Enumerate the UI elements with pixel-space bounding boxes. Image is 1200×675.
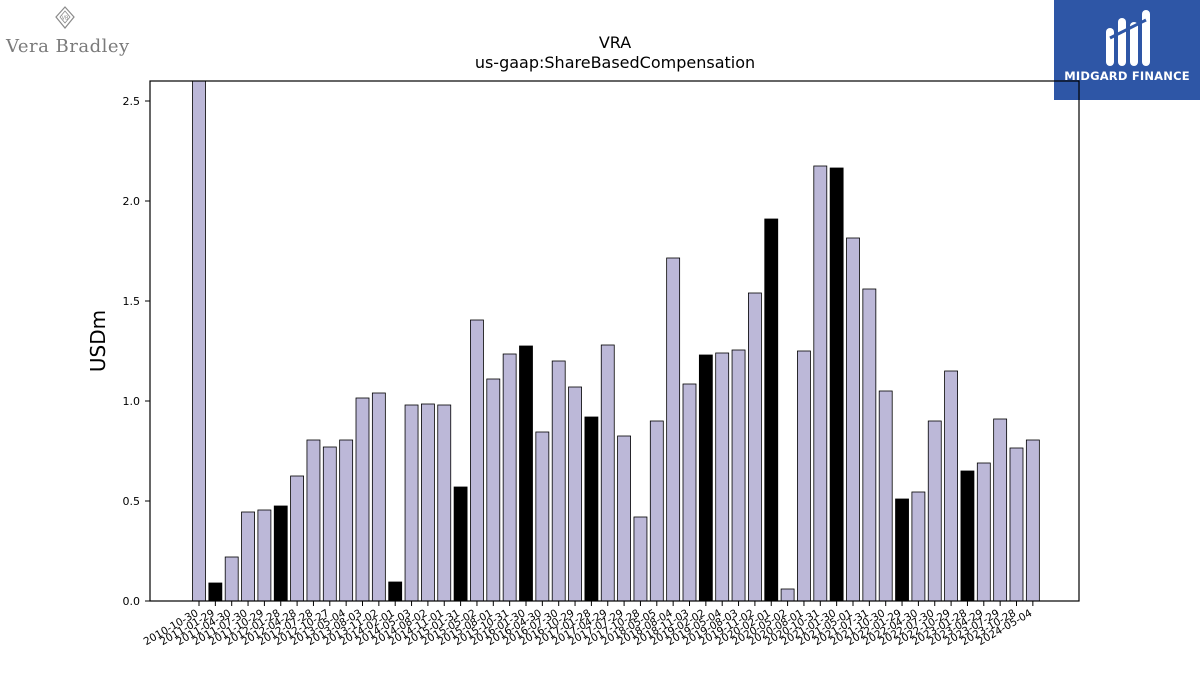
bar-2012-04-28 [290, 475, 305, 602]
bar-2020-08-01 [797, 350, 811, 602]
bar-2021-01-30 [829, 167, 844, 602]
bar-2014-05-03 [404, 404, 419, 602]
bar-2015-08-01 [486, 378, 501, 602]
bar-2022-04-30 [911, 491, 926, 602]
bar-2019-05-04 [715, 352, 730, 602]
bar-2020-05-02 [780, 588, 795, 602]
bar-2015-01-31 [453, 486, 468, 602]
bar-2011-10-29 [257, 509, 272, 602]
bar-2022-07-30 [927, 420, 942, 602]
bar-2013-11-02 [371, 392, 386, 602]
y-tick-label: 1.5 [123, 295, 141, 308]
bars-group [192, 80, 1040, 602]
y-tick-label: 2.5 [123, 95, 141, 108]
bar-2011-04-30 [224, 556, 239, 602]
bar-2017-01-28 [584, 416, 599, 602]
bar-2019-08-03 [731, 349, 746, 602]
bar-2018-08-04 [666, 257, 681, 602]
y-tick-label: 2.0 [123, 195, 141, 208]
vera-bradley-wordmark: Vera Bradley [6, 36, 130, 57]
y-axis-label: USDm [86, 310, 110, 372]
bar-2011-01-29 [208, 582, 223, 602]
bar-2021-05-01 [846, 237, 860, 602]
y-tick-label: 0.5 [123, 495, 141, 508]
vb-diamond-icon: VB [55, 6, 75, 34]
bar-2023-04-29 [976, 462, 991, 602]
bar-2023-07-29 [993, 418, 1008, 602]
y-tick-label: 1.0 [123, 395, 141, 408]
bar-2024-05-04 [1025, 439, 1040, 602]
chart-subtitle: us-gaap:ShareBasedCompensation [475, 53, 755, 72]
midgard-m-icon [1106, 10, 1150, 66]
bar-2012-01-28 [273, 505, 288, 602]
bar-2020-02-01 [764, 218, 779, 602]
y-tick-label: 0.0 [123, 595, 141, 608]
bar-2017-10-28 [633, 516, 648, 602]
bar-2016-07-30 [551, 360, 566, 602]
bar-2019-11-02 [748, 292, 762, 602]
bar-2019-02-02 [698, 354, 713, 602]
midgard-finance-logo: MIDGARD FINANCE [1054, 0, 1200, 100]
bar-2015-05-02 [470, 319, 484, 602]
bar-2014-02-01 [388, 581, 403, 602]
bar-2013-08-03 [355, 397, 370, 602]
bar-2017-04-29 [600, 344, 615, 602]
bar-2014-11-01 [437, 404, 452, 602]
bar-2022-01-29 [895, 498, 909, 602]
x-axis-ticks: 2010-10-302011-01-292011-04-302011-07-30… [142, 601, 1035, 648]
plot-frame [149, 80, 1080, 602]
bar-2014-08-02 [420, 403, 435, 602]
bar-2011-07-30 [241, 511, 255, 602]
bar-2015-10-31 [502, 353, 517, 602]
bar-2018-05-05 [649, 420, 664, 602]
bar-2012-10-27 [322, 446, 337, 602]
bar-2020-10-31 [813, 165, 828, 602]
bar-2017-07-29 [617, 435, 631, 602]
bar-2016-01-30 [519, 345, 533, 602]
bar-2010-10-30 [192, 80, 206, 602]
bar-2012-07-28 [306, 439, 321, 602]
bar-2013-05-04 [339, 439, 354, 602]
bar-2022-10-29 [944, 370, 958, 602]
y-axis-ticks: 0.0 0.5 1.0 1.5 2.0 2.5 [123, 95, 150, 608]
bar-2016-10-29 [568, 386, 582, 602]
vera-bradley-logo: VB Vera Bradley [6, 6, 129, 62]
bar-2021-07-31 [862, 288, 877, 602]
chart-title: VRA [599, 33, 631, 52]
bar-2016-04-30 [535, 431, 550, 602]
bar-2023-01-28 [960, 470, 975, 602]
bar-2023-10-28 [1009, 447, 1024, 602]
svg-text:VB: VB [62, 16, 69, 22]
bar-2018-11-03 [682, 383, 697, 602]
midgard-finance-wordmark: MIDGARD FINANCE [1064, 69, 1190, 83]
bar-2021-10-30 [878, 390, 893, 602]
